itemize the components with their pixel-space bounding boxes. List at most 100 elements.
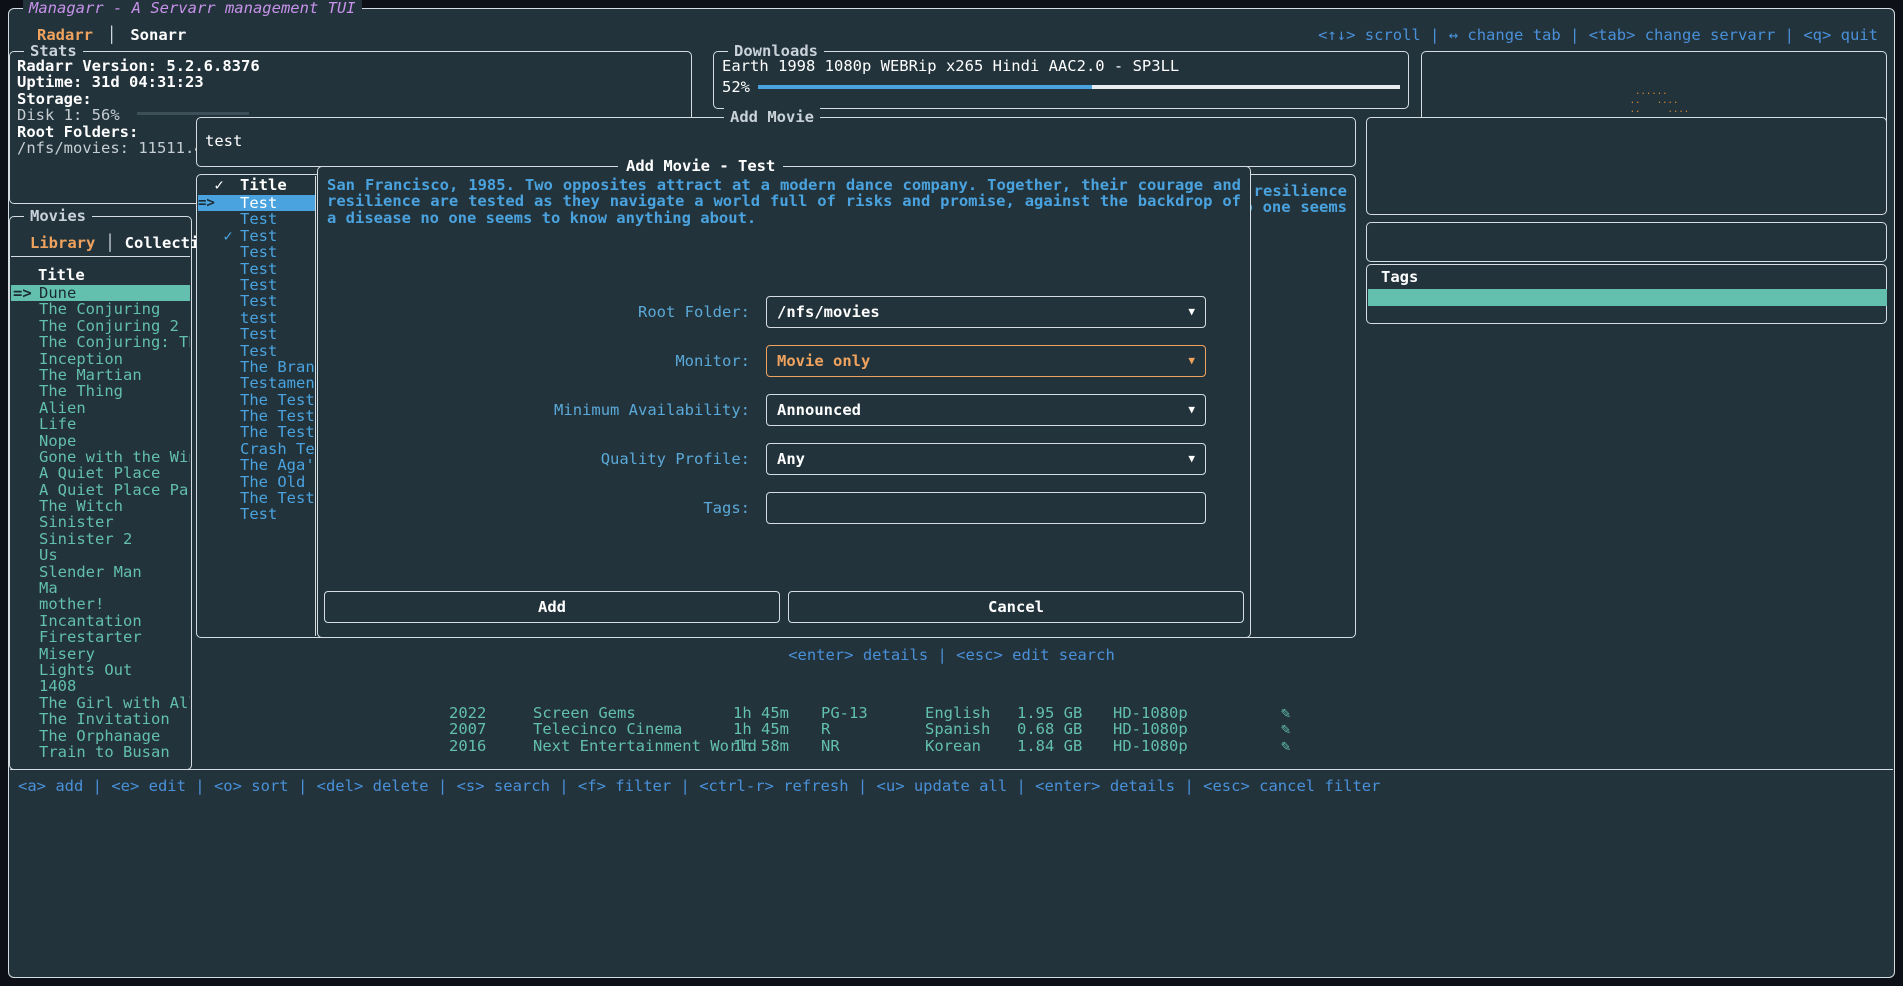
- movies-list-item[interactable]: Sinister 2: [11, 531, 190, 547]
- search-result-row[interactable]: Test: [198, 277, 315, 293]
- movies-list-item[interactable]: Firestarter: [11, 629, 190, 645]
- search-result-title: Test: [240, 506, 278, 523]
- search-result-row[interactable]: Testamen: [198, 375, 315, 391]
- search-result-row[interactable]: The Test: [198, 490, 315, 506]
- table-row[interactable]: 2007 Telecinco Cinema 1h 45m R Spanish 0.68 G…: [9, 720, 1709, 739]
- table-row[interactable]: 2022 Screen Gems 1h 45m PG-13 English 1.95 GB…: [9, 704, 1709, 722]
- tags-selected-chip[interactable]: [1368, 289, 1887, 306]
- search-result-row[interactable]: The Test: [198, 392, 315, 408]
- movies-list-item-title: Firestarter: [39, 629, 142, 646]
- table-cell-quality: HD-1080p: [1113, 736, 1188, 755]
- movies-panel: Movies Library │ Collections │ Title =>D…: [9, 206, 247, 770]
- dropdown-monitor[interactable]: Movie only ▼: [766, 344, 1206, 377]
- movies-list-item[interactable]: The Martian: [11, 367, 190, 383]
- tab-library[interactable]: Library: [30, 234, 96, 252]
- add-movie-search-input[interactable]: test: [205, 132, 243, 150]
- edit-icon[interactable]: ✎: [1281, 704, 1291, 722]
- edit-icon[interactable]: ✎: [1281, 736, 1291, 755]
- movies-list-item[interactable]: The Orphanage: [11, 728, 190, 744]
- chevron-down-icon[interactable]: ▼: [1188, 451, 1195, 465]
- movies-list-item[interactable]: The Invitation: [11, 711, 190, 727]
- movies-list-item[interactable]: Lights Out: [11, 662, 190, 678]
- search-result-row[interactable]: Crash Te: [198, 441, 315, 457]
- movies-list-item-title: The Witch: [39, 498, 123, 515]
- table-cell-runtime: 1h 45m: [733, 704, 789, 722]
- input-tags[interactable]: [766, 491, 1206, 524]
- movies-list-item[interactable]: Incantation: [11, 613, 190, 629]
- movies-list[interactable]: => Dune The Conjuring The Conjuring 2 The Co…: [11, 285, 190, 760]
- movies-list-item[interactable]: The Conjuring: [11, 301, 190, 317]
- form-field-label: Minimum Availability:: [554, 400, 750, 419]
- movies-list-item-title: The Conjuring: The De: [39, 334, 190, 351]
- movies-list-item[interactable]: mother!: [11, 596, 190, 612]
- search-result-row[interactable]: ✓ Test: [198, 228, 315, 244]
- search-result-row[interactable]: Test: [198, 293, 315, 309]
- movies-list-item[interactable]: The Thing: [11, 383, 190, 399]
- search-result-row[interactable]: Test: [198, 261, 315, 277]
- chevron-down-icon[interactable]: ▼: [1188, 304, 1195, 318]
- table-cell-studio: Next Entertainment World: [533, 736, 757, 755]
- cancel-button[interactable]: Cancel: [788, 591, 1244, 623]
- search-result-row[interactable]: Test: [198, 211, 315, 227]
- search-result-row[interactable]: The Old: [198, 474, 315, 490]
- checkmark-icon[interactable]: ✓: [223, 227, 233, 245]
- movies-list-item[interactable]: The Conjuring: The De: [11, 334, 190, 350]
- form-field-label: Tags:: [703, 498, 750, 517]
- movies-list-item[interactable]: The Girl with All the: [11, 695, 190, 711]
- movies-list-item[interactable]: Inception: [11, 351, 190, 367]
- stats-disk-label: Disk 1: 56%: [17, 106, 120, 125]
- movie-detail-table: 2022 Screen Gems 1h 45m PG-13 English 1.95 GB…: [9, 704, 1709, 755]
- search-result-row[interactable]: The Test: [198, 408, 315, 424]
- search-result-title: The Test: [240, 424, 315, 441]
- search-results-list[interactable]: => Test Test ✓ Test Test Test Test Test test Test T…: [198, 195, 315, 523]
- search-result-row[interactable]: test: [198, 310, 315, 326]
- movies-list-item[interactable]: A Quiet Place: [11, 465, 190, 481]
- movies-list-item[interactable]: Alien: [11, 400, 190, 416]
- movies-list-item-title: A Quiet Place Part II: [39, 481, 190, 499]
- search-result-title: Test: [240, 195, 278, 212]
- search-result-row[interactable]: Test: [198, 326, 315, 342]
- movies-list-item[interactable]: The Conjuring 2: [11, 318, 190, 334]
- movies-list-item[interactable]: Nope: [11, 433, 190, 449]
- dropdown-qualityprofile[interactable]: Any ▼: [766, 442, 1206, 475]
- table-cell-size: 1.95 GB: [1017, 704, 1083, 722]
- movies-list-item[interactable]: The Witch: [11, 498, 190, 514]
- movies-list-item[interactable]: Us: [11, 547, 190, 563]
- search-result-row[interactable]: Test: [198, 343, 315, 359]
- search-result-title: Test: [240, 244, 278, 261]
- chevron-down-icon[interactable]: ▼: [1188, 402, 1195, 416]
- search-result-row[interactable]: The Test: [198, 424, 315, 440]
- search-result-row[interactable]: Test: [198, 506, 315, 522]
- servarr-tab-sonarr[interactable]: Sonarr: [130, 26, 187, 44]
- edit-icon[interactable]: ✎: [1281, 720, 1291, 739]
- add-button[interactable]: Add: [324, 591, 780, 623]
- movies-list-item[interactable]: Gone with the Wind: [11, 449, 190, 465]
- movies-list-item[interactable]: Sinister: [11, 514, 190, 530]
- chevron-down-icon[interactable]: ▼: [1188, 353, 1195, 367]
- movies-list-item[interactable]: 1408: [11, 678, 190, 694]
- movies-list-item[interactable]: Ma: [11, 580, 190, 596]
- movies-list-item[interactable]: Slender Man: [11, 564, 190, 580]
- right-side-panel-middle: [1366, 222, 1887, 262]
- movies-list-item[interactable]: Misery: [11, 646, 190, 662]
- table-row[interactable]: 2016 Next Entertainment World 1h 58m NR Kore…: [9, 736, 1709, 755]
- table-cell-year: 2022: [449, 704, 487, 722]
- movies-divider: [11, 256, 190, 257]
- search-result-row[interactable]: The Aga': [198, 457, 315, 473]
- search-result-row[interactable]: The Bran: [198, 359, 315, 375]
- table-cell-runtime: 1h 58m: [733, 736, 789, 755]
- search-results-column[interactable]: ✓ Title => Test Test ✓ Test Test Test Test Test t…: [198, 176, 316, 636]
- table-cell-rating: R: [821, 720, 831, 739]
- movies-list-item[interactable]: A Quiet Place Part II: [11, 482, 190, 498]
- dropdown-rootfolder[interactable]: /nfs/movies ▼: [766, 295, 1206, 328]
- movies-list-item-title: Sinister: [39, 514, 114, 531]
- dropdown-minimumavailability[interactable]: Announced ▼: [766, 393, 1206, 426]
- search-result-row[interactable]: Test: [198, 244, 315, 260]
- movies-list-item[interactable]: Train to Busan: [11, 744, 190, 760]
- search-results-title-header: Title: [240, 176, 287, 194]
- movies-list-item-title: Train to Busan: [39, 743, 170, 761]
- servarr-tab-radarr[interactable]: Radarr: [37, 26, 93, 44]
- movies-list-item[interactable]: => Dune: [11, 285, 190, 302]
- movies-list-item[interactable]: Life: [11, 416, 190, 432]
- search-result-row[interactable]: => Test: [198, 195, 315, 212]
